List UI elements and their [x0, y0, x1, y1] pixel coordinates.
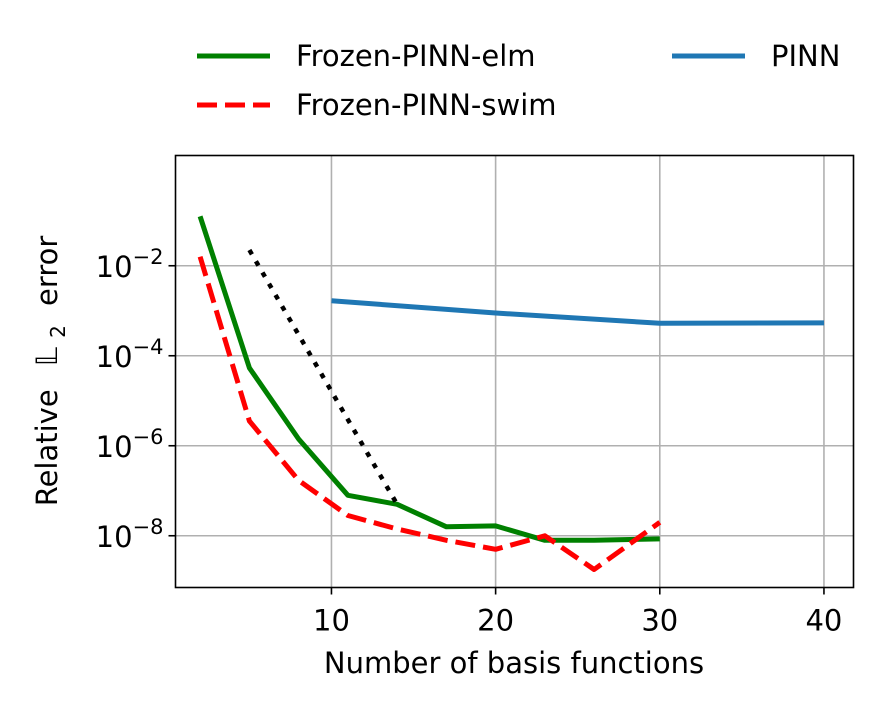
x-tick-label: 20	[477, 604, 514, 638]
x-tick-label: 10	[313, 604, 350, 638]
legend-label-frozen-pinn-swim: Frozen-PINN-swim	[296, 88, 557, 122]
legend-label-pinn: PINN	[771, 39, 840, 73]
y-axis-label-prefix: Relative	[30, 389, 64, 506]
y-tick-label: 10−6	[96, 425, 164, 464]
plot-area	[174, 154, 855, 589]
x-axis-label: Number of basis functions	[324, 646, 704, 680]
grid	[175, 155, 854, 588]
legend: Frozen-PINN-elm PINN Frozen-PINN-swim	[197, 39, 840, 122]
y-axis-ticks: 10−2 10−4 10−6 10−8	[96, 245, 176, 554]
y-axis-label: Relative 𝕃 2 error	[30, 236, 72, 507]
legend-entry-frozen-pinn-elm: Frozen-PINN-elm	[197, 39, 536, 73]
series-layer	[197, 215, 825, 572]
legend-entry-frozen-pinn-swim: Frozen-PINN-swim	[197, 88, 557, 122]
legend-entry-pinn: PINN	[672, 39, 840, 73]
y-axis-label-symbol: 𝕃	[30, 347, 64, 366]
series-line-reference-slope	[247, 248, 400, 506]
plot-frame	[174, 154, 855, 589]
svg-text:Relative 𝕃 2: Relative 𝕃 2 error	[30, 236, 72, 507]
x-tick-label: 40	[805, 604, 842, 638]
series-line-pinn	[331, 298, 825, 326]
x-tick-label: 30	[641, 604, 678, 638]
y-axis-label-subscript: 2	[46, 325, 70, 338]
x-axis-ticks: 10 20 30 40	[313, 587, 842, 638]
y-tick-label: 10−2	[96, 245, 164, 284]
series-line-frozen-pinn-swim	[197, 255, 662, 572]
series-line-frozen-pinn-elm	[197, 215, 660, 543]
y-axis-label-suffix: error	[30, 236, 64, 306]
y-tick-label: 10−4	[96, 335, 164, 374]
legend-label-frozen-pinn-elm: Frozen-PINN-elm	[296, 39, 536, 73]
y-tick-label: 10−8	[96, 515, 164, 554]
